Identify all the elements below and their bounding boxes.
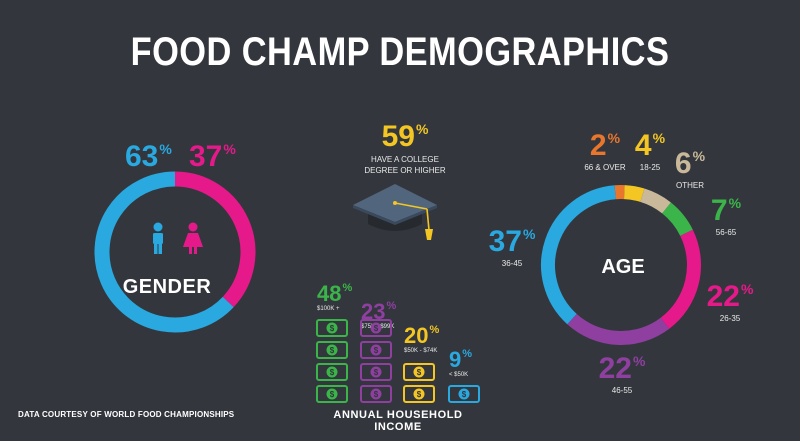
source-credit: DATA COURTESY OF WORLD FOOD CHAMPIONSHIP…	[18, 410, 235, 419]
percent-sign: %	[159, 141, 172, 157]
gender-male-percent: 63%	[125, 142, 172, 172]
income-category-under-50k: < $50K	[449, 372, 469, 378]
page-title: FOOD CHAMP DEMOGRAPHICS	[130, 30, 670, 74]
svg-text:$: $	[417, 368, 422, 377]
college-caption: HAVE A COLLEGE DEGREE OR HIGHER	[364, 155, 446, 175]
income-label-50k-74k: 20% $50K - $74K	[404, 325, 448, 355]
percent-sign: %	[522, 226, 536, 242]
income-category-100k-plus: $100K +	[317, 306, 340, 312]
college-percent: 59%	[345, 122, 465, 152]
income-label-100k-plus: 48% $100K +	[317, 283, 361, 313]
age-slice-18-25	[623, 185, 645, 202]
money-icon: $	[403, 385, 435, 403]
percent-sign: %	[342, 282, 353, 294]
percent-sign: %	[429, 324, 440, 336]
svg-text:$: $	[330, 324, 335, 333]
gender-female-value: 37	[189, 140, 223, 173]
gender-female-percent: 37%	[189, 142, 236, 172]
money-icon: $	[448, 385, 480, 403]
age-label-36-45: 37% 36-45	[482, 227, 542, 270]
age-category-46-55: 46-55	[611, 386, 633, 395]
gender-slice-male	[94, 171, 234, 333]
age-value-other: 6	[674, 147, 692, 180]
percent-sign: %	[692, 148, 706, 164]
college-stat: 59% HAVE A COLLEGE DEGREE OR HIGHER	[345, 122, 465, 177]
money-icon: $	[360, 341, 392, 359]
income-label-under-50k: 9% < $50K	[449, 349, 483, 379]
svg-text:$: $	[374, 390, 379, 399]
age-value-46-55: 22	[598, 352, 632, 385]
age-category-18-25: 18-25	[639, 163, 661, 172]
gender-donut	[94, 171, 256, 333]
income-category-50k-74k: $50K - $74K	[404, 348, 438, 354]
age-slice-56-65	[661, 202, 693, 237]
money-icon: $	[316, 319, 348, 337]
svg-text:$: $	[330, 390, 335, 399]
percent-sign: %	[740, 281, 754, 297]
female-icon	[183, 222, 203, 254]
age-category-26-35: 26-35	[719, 314, 741, 323]
age-value-66-over: 2	[589, 129, 607, 162]
age-slice-other	[640, 188, 671, 214]
money-icon: $	[403, 363, 435, 381]
svg-text:$: $	[374, 368, 379, 377]
gender-slice-female	[174, 171, 256, 308]
college-value: 59	[381, 120, 415, 153]
money-icon: $	[316, 385, 348, 403]
age-label-46-55: 22% 46-55	[592, 354, 652, 397]
income-bars: $ $ $ $ $ $ $ $ $ $ $	[316, 319, 480, 403]
age-label-66-over: 2% 66 & OVER	[584, 131, 626, 174]
income-value-75k-99k: 23	[361, 299, 386, 324]
money-icon: $	[360, 363, 392, 381]
income-value-100k-plus: 48	[317, 281, 342, 306]
age-label-18-25: 4% 18-25	[632, 131, 668, 174]
percent-sign: %	[223, 141, 236, 157]
age-value-26-35: 22	[706, 280, 740, 313]
age-category-36-45: 36-45	[501, 259, 523, 268]
svg-text:$: $	[374, 324, 379, 333]
age-value-18-25: 4	[634, 129, 652, 162]
percent-sign: %	[462, 348, 473, 360]
percent-sign: %	[386, 300, 397, 312]
age-slice-26-35	[660, 229, 701, 329]
age-value-36-45: 37	[488, 225, 522, 258]
age-slice-46-55	[567, 313, 670, 345]
income-value-50k-74k: 20	[404, 323, 429, 348]
male-icon	[153, 222, 163, 254]
percent-sign: %	[728, 195, 742, 211]
money-icon: $	[360, 385, 392, 403]
age-category-56-65: 56-65	[715, 228, 737, 237]
age-value-56-65: 7	[710, 194, 728, 227]
income-value-under-50k: 9	[449, 347, 462, 372]
money-icon: $	[360, 319, 392, 337]
percent-sign: %	[632, 353, 646, 369]
svg-text:$: $	[374, 346, 379, 355]
percent-sign: %	[652, 130, 666, 146]
age-slice-36-45	[541, 185, 616, 325]
age-donut	[541, 185, 701, 345]
money-icon: $	[316, 363, 348, 381]
svg-text:$: $	[417, 390, 422, 399]
age-category-66-over: 66 & OVER	[584, 163, 626, 172]
percent-sign: %	[607, 130, 621, 146]
age-label-26-35: 22% 26-35	[700, 282, 760, 325]
svg-text:$: $	[330, 346, 335, 355]
gender-male-value: 63	[125, 140, 159, 173]
graduation-cap-icon	[353, 184, 437, 240]
age-label-other: 6% OTHER	[670, 149, 710, 192]
svg-text:$: $	[330, 368, 335, 377]
percent-sign: %	[415, 121, 429, 137]
gender-chart-title: GENDER	[122, 276, 212, 298]
age-chart-title: AGE	[601, 256, 645, 278]
age-label-56-65: 7% 56-65	[706, 196, 746, 239]
income-chart-title: ANNUAL HOUSEHOLD INCOME	[333, 409, 463, 433]
age-category-other: OTHER	[676, 181, 704, 190]
svg-text:$: $	[462, 390, 467, 399]
money-icon: $	[316, 341, 348, 359]
